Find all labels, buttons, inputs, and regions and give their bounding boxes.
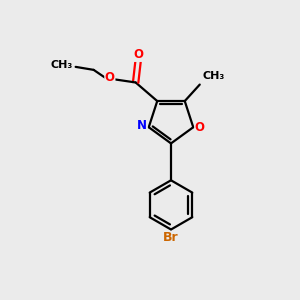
Text: O: O [105,71,115,85]
Text: CH₃: CH₃ [202,71,224,81]
Text: Br: Br [163,231,179,244]
Text: O: O [133,48,143,62]
Text: CH₃: CH₃ [50,60,73,70]
Text: O: O [195,121,205,134]
Text: N: N [137,119,147,132]
